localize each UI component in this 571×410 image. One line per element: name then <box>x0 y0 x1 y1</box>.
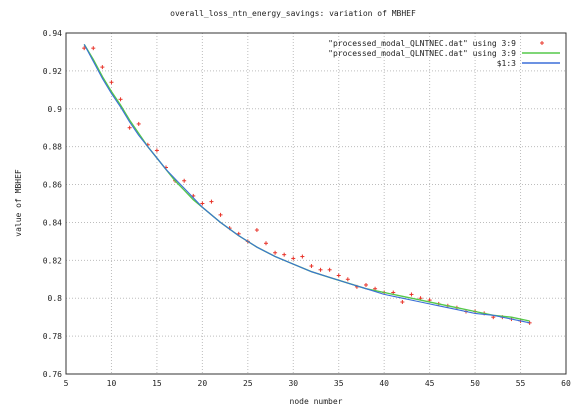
y-tick-label: 0.84 <box>43 218 62 227</box>
y-tick-label: 0.8 <box>48 294 63 303</box>
data-point <box>109 80 114 85</box>
legend-entry-label: "processed_modal_QLNTNEC.dat" using 3:9 <box>328 39 516 48</box>
legend: "processed_modal_QLNTNEC.dat" using 3:9"… <box>328 39 560 68</box>
plot-frame <box>65 32 567 375</box>
data-point <box>409 292 414 297</box>
grid <box>66 33 566 374</box>
data-point <box>209 199 214 204</box>
y-tick-label: 0.76 <box>43 370 62 379</box>
data-point <box>82 46 87 51</box>
data-point <box>282 252 287 257</box>
x-tick-label: 20 <box>198 379 208 388</box>
y-tick-label: 0.88 <box>43 143 62 152</box>
x-tick-label: 40 <box>379 379 389 388</box>
data-point <box>154 148 159 153</box>
x-tick-label: 45 <box>425 379 435 388</box>
y-tick-label: 0.94 <box>43 29 62 38</box>
data-point <box>273 250 278 255</box>
x-tick-label: 10 <box>107 379 117 388</box>
y-axis-label: value of MBHEF <box>14 169 23 237</box>
legend-entry-label: $1:3 <box>497 59 516 68</box>
y-tick-label: 0.78 <box>43 332 62 341</box>
x-tick-label: 5 <box>64 379 69 388</box>
legend-entry-label: "processed_modal_QLNTNEC.dat" using 3:9 <box>328 49 516 58</box>
data-point <box>327 267 332 272</box>
x-tick-label: 60 <box>561 379 571 388</box>
data-point <box>345 277 350 282</box>
data-point <box>218 212 223 217</box>
x-tick-label: 30 <box>288 379 298 388</box>
data-point <box>91 46 96 51</box>
data-point <box>291 256 296 261</box>
data-point <box>400 300 405 305</box>
x-tick-label: 35 <box>334 379 344 388</box>
y-tick-label: 0.92 <box>43 67 62 76</box>
y-tick-label: 0.86 <box>43 181 62 190</box>
ticks: 5 10 15 20 25 30 35 40 45 50 55 60 0.76 0.78 0.8 0.82 0.… <box>43 29 571 388</box>
x-tick-label: 50 <box>470 379 480 388</box>
y-tick-label: 0.82 <box>43 256 62 265</box>
series-layer <box>82 44 532 325</box>
x-tick-label: 15 <box>152 379 162 388</box>
data-point <box>318 267 323 272</box>
y-tick-label: 0.9 <box>48 105 63 114</box>
x-tick-label: 55 <box>516 379 526 388</box>
data-point <box>254 228 259 233</box>
data-point <box>300 254 305 259</box>
data-point <box>182 178 187 183</box>
series-line-1 <box>83 44 530 322</box>
data-point <box>336 273 341 278</box>
data-point <box>100 65 105 70</box>
data-point <box>118 97 123 102</box>
legend-point-marker <box>540 41 544 45</box>
data-point <box>200 201 205 206</box>
data-point <box>136 121 141 126</box>
data-point <box>364 282 368 287</box>
chart-title: overall_loss_ntn_energy_savings: variati… <box>170 9 416 18</box>
data-point <box>309 264 314 269</box>
data-point <box>127 125 132 130</box>
data-point <box>264 241 268 246</box>
x-axis-label: node number <box>290 397 343 406</box>
series-line-2 <box>83 44 530 324</box>
x-tick-label: 25 <box>243 379 253 388</box>
